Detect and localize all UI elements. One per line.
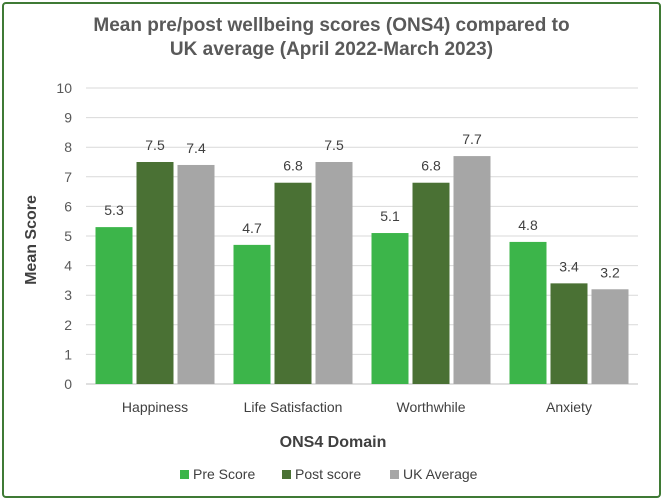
y-tick-label: 10 <box>56 80 72 96</box>
x-tick-label: Worthwhile <box>397 399 466 415</box>
x-tick-label: Anxiety <box>546 399 592 415</box>
x-tick-labels: Happiness Life Satisfaction Worthwhile Anxi… <box>122 399 592 415</box>
data-label: 7.5 <box>324 137 344 153</box>
chart-title: Mean pre/post wellbeing scores (ONS4) co… <box>0 14 663 62</box>
legend-swatch <box>390 470 399 479</box>
bar-uk-average <box>591 289 629 384</box>
y-tick-label: 8 <box>64 139 72 155</box>
legend-label: UK Average <box>403 466 478 482</box>
chart-title-line2: UK average (April 2022-March 2023) <box>169 39 494 60</box>
legend-label: Pre Score <box>193 466 255 482</box>
y-axis-label: Mean Score <box>23 195 40 285</box>
bar-post-score <box>136 162 174 384</box>
legend: Pre Score Post score UK Average <box>180 466 478 482</box>
bar-pre-score <box>233 244 271 384</box>
data-label: 6.8 <box>421 158 441 174</box>
bars <box>95 156 629 384</box>
legend-swatch <box>282 470 291 479</box>
x-tick-label: Happiness <box>122 399 188 415</box>
data-label: 4.8 <box>518 217 538 233</box>
bar-uk-average <box>315 162 353 384</box>
bar-pre-score <box>95 227 133 384</box>
y-tick-label: 5 <box>64 228 72 244</box>
data-label: 6.8 <box>283 158 303 174</box>
y-tick-label: 6 <box>64 198 72 214</box>
bar-uk-average <box>177 164 215 384</box>
y-tick-labels: 0 1 2 3 4 5 6 7 8 9 10 <box>56 80 72 392</box>
data-label: 3.4 <box>559 258 579 274</box>
y-tick-label: 9 <box>64 110 72 126</box>
data-labels: 5.3 7.5 7.4 4.7 6.8 7.5 5.1 6.8 7.7 4.8 3.4 3.2 <box>104 131 620 280</box>
data-label: 7.5 <box>145 137 165 153</box>
bar-pre-score <box>371 233 409 384</box>
data-label: 7.7 <box>462 131 482 147</box>
y-tick-label: 1 <box>64 346 72 362</box>
y-tick-label: 2 <box>64 317 72 333</box>
data-label: 7.4 <box>186 140 206 156</box>
data-label: 5.3 <box>104 202 124 218</box>
data-label: 5.1 <box>380 208 400 224</box>
y-tick-label: 3 <box>64 287 72 303</box>
x-tick-label: Life Satisfaction <box>244 399 343 415</box>
data-label: 3.2 <box>600 264 620 280</box>
chart-title-line1: Mean pre/post wellbeing scores (ONS4) co… <box>93 15 570 36</box>
bar-pre-score <box>509 241 547 384</box>
bar-post-score <box>274 182 312 384</box>
legend-swatch <box>180 470 189 479</box>
x-axis-label: ONS4 Domain <box>280 434 387 451</box>
y-tick-label: 4 <box>64 258 72 274</box>
bar-uk-average <box>453 156 491 384</box>
y-tick-label: 7 <box>64 169 72 185</box>
bar-post-score <box>550 283 588 384</box>
bar-post-score <box>412 182 450 384</box>
legend-label: Post score <box>295 466 361 482</box>
y-tick-label: 0 <box>64 376 72 392</box>
data-label: 4.7 <box>242 220 262 236</box>
